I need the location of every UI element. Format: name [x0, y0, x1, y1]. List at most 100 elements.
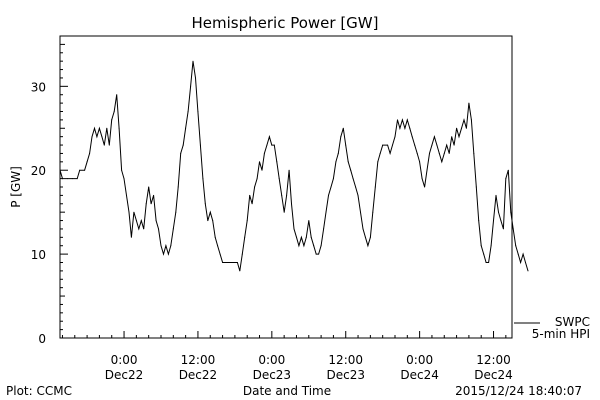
x-tick-date: Dec22 — [105, 368, 144, 382]
data-point — [416, 152, 418, 154]
data-point — [345, 144, 347, 146]
data-point — [337, 152, 339, 154]
y-tick-label: 20 — [31, 164, 46, 178]
data-point — [443, 152, 445, 154]
data-point — [315, 253, 317, 255]
data-point — [246, 220, 248, 222]
data-point — [335, 161, 337, 163]
data-point — [367, 245, 369, 247]
y-axis: 0 10 20 30 — [31, 43, 68, 346]
data-point — [522, 253, 524, 255]
hpi-series-points — [59, 60, 529, 272]
data-point — [429, 152, 430, 154]
data-point — [379, 152, 381, 154]
data-point — [84, 169, 86, 171]
data-point — [143, 228, 145, 230]
data-point — [468, 102, 470, 104]
data-point — [310, 236, 312, 238]
data-point — [116, 94, 118, 96]
x-axis: 0:00Dec2212:00Dec220:00Dec2312:00Dec230:… — [61, 331, 513, 382]
x-tick-date: Dec24 — [400, 368, 439, 382]
data-point — [305, 236, 307, 238]
data-point — [433, 136, 435, 138]
x-tick-time: 12:00 — [476, 353, 511, 367]
data-point — [360, 211, 361, 213]
data-point — [394, 136, 396, 138]
data-point — [470, 119, 472, 121]
data-point — [293, 228, 295, 230]
data-point — [431, 144, 433, 146]
data-point — [281, 194, 283, 196]
data-point — [271, 144, 273, 146]
data-point — [300, 236, 302, 238]
x-tick-date: Dec24 — [474, 368, 513, 382]
data-point — [480, 245, 482, 247]
data-point — [106, 127, 108, 129]
data-point — [89, 152, 91, 154]
data-point — [318, 253, 320, 255]
data-point — [404, 127, 406, 129]
data-point — [126, 194, 127, 196]
data-point — [133, 211, 135, 213]
data-point — [278, 178, 280, 180]
data-point — [520, 262, 522, 263]
data-point — [266, 144, 268, 146]
data-point — [153, 194, 155, 196]
data-point — [438, 152, 440, 154]
data-point — [273, 144, 275, 146]
data-point — [222, 262, 224, 263]
data-point — [357, 194, 359, 196]
data-point — [298, 245, 300, 247]
data-point — [130, 236, 132, 238]
data-point — [507, 169, 509, 171]
data-point — [118, 127, 120, 129]
data-point — [510, 211, 512, 213]
data-point — [172, 228, 174, 230]
data-point — [241, 253, 243, 255]
chart-title: Hemispheric Power [GW] — [192, 14, 379, 32]
data-point — [465, 127, 467, 129]
data-point — [244, 236, 246, 238]
data-point — [187, 111, 189, 112]
data-point — [239, 270, 241, 272]
data-point — [485, 262, 487, 263]
data-point — [261, 169, 263, 171]
x-tick-date: Dec23 — [253, 368, 292, 382]
data-point — [515, 245, 517, 247]
data-point — [448, 152, 450, 154]
data-point — [409, 127, 411, 129]
x-axis-label: Date and Time — [243, 384, 331, 398]
data-point — [163, 253, 164, 255]
data-point — [493, 220, 494, 222]
data-point — [219, 253, 221, 255]
x-tick-time: 0:00 — [406, 353, 433, 367]
y-tick-label: 0 — [38, 332, 46, 346]
y-tick-label: 30 — [31, 80, 46, 94]
data-point — [286, 194, 288, 196]
data-point — [377, 161, 379, 163]
x-tick-time: 0:00 — [111, 353, 138, 367]
data-point — [364, 236, 366, 238]
x-tick-time: 12:00 — [181, 353, 216, 367]
data-point — [525, 262, 526, 263]
x-tick-time: 12:00 — [328, 353, 363, 367]
data-point — [406, 119, 408, 121]
data-point — [204, 203, 206, 205]
data-point — [500, 220, 502, 222]
data-point — [387, 144, 389, 146]
data-point — [62, 178, 63, 180]
data-point — [138, 228, 140, 230]
data-point — [424, 186, 426, 188]
data-point — [382, 144, 384, 146]
legend-swpc: SWPC — [555, 315, 590, 329]
data-point — [276, 161, 278, 163]
data-point — [288, 169, 290, 171]
data-point — [495, 194, 497, 196]
data-point — [411, 136, 413, 138]
data-point — [217, 245, 219, 247]
y-tick-label: 10 — [31, 248, 46, 262]
data-point — [268, 136, 270, 138]
plot-timestamp: 2015/12/24 18:40:07 — [455, 384, 582, 398]
data-point — [236, 262, 238, 263]
data-point — [389, 152, 391, 154]
